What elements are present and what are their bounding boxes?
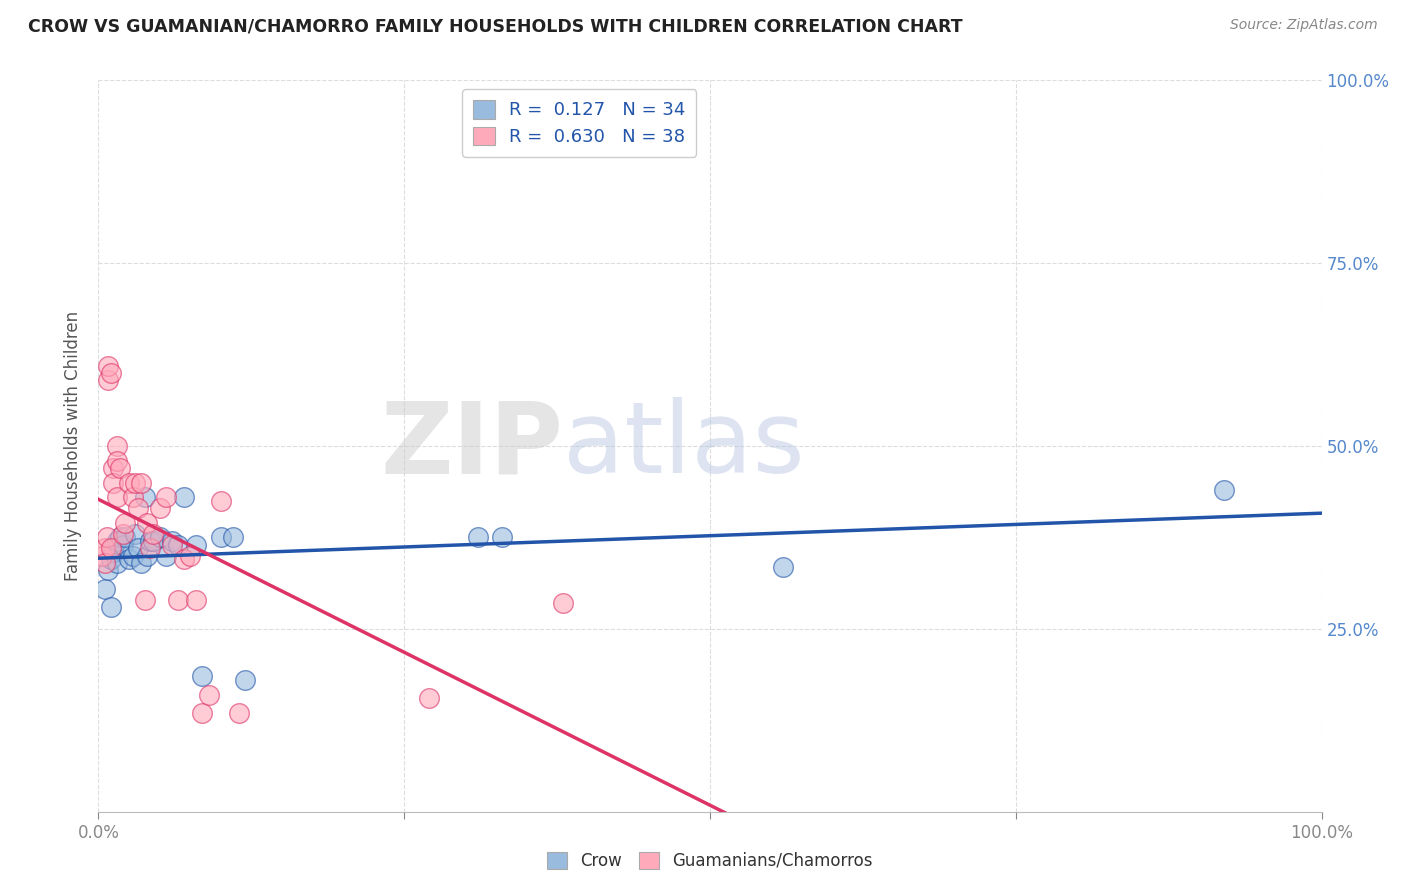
Point: [186, 592, 208, 607]
Point: [136, 516, 159, 530]
Y-axis label: Family Households with Children: Family Households with Children: [65, 311, 83, 581]
Point: [121, 490, 143, 504]
Legend: Crow, Guamanians/Chamorros: Crow, Guamanians/Chamorros: [540, 845, 880, 877]
Point: [160, 538, 183, 552]
Point: [111, 538, 134, 552]
Point: [114, 530, 136, 544]
Point: [197, 688, 219, 702]
Point: [118, 475, 141, 490]
Point: [129, 475, 152, 490]
Point: [160, 534, 183, 549]
Point: [97, 563, 120, 577]
Point: [105, 556, 128, 570]
Point: [101, 545, 124, 559]
Point: [209, 494, 232, 508]
Point: [111, 526, 134, 541]
Point: [1212, 483, 1234, 497]
Point: [228, 706, 250, 720]
Point: [142, 534, 165, 549]
Point: [136, 549, 159, 563]
Point: [110, 530, 132, 544]
Text: ZIP: ZIP: [381, 398, 564, 494]
Point: [118, 552, 141, 566]
Point: [179, 549, 201, 563]
Point: [127, 501, 149, 516]
Point: [105, 534, 128, 549]
Point: [553, 596, 575, 610]
Point: [209, 530, 232, 544]
Point: [100, 541, 122, 556]
Point: [105, 490, 128, 504]
Point: [139, 534, 162, 549]
Point: [167, 592, 190, 607]
Point: [100, 599, 122, 614]
Point: [129, 556, 152, 570]
Point: [173, 552, 195, 566]
Point: [100, 366, 122, 380]
Point: [93, 582, 115, 596]
Point: [121, 549, 143, 563]
Point: [155, 549, 177, 563]
Point: [93, 556, 115, 570]
Point: [222, 530, 245, 544]
Point: [149, 501, 172, 516]
Text: CROW VS GUAMANIAN/CHAMORRO FAMILY HOUSEHOLDS WITH CHILDREN CORRELATION CHART: CROW VS GUAMANIAN/CHAMORRO FAMILY HOUSEH…: [28, 18, 963, 36]
Point: [418, 691, 440, 706]
Point: [105, 453, 128, 467]
Point: [149, 530, 172, 544]
Point: [127, 541, 149, 556]
Point: [186, 538, 208, 552]
Point: [173, 490, 195, 504]
Point: [110, 461, 132, 475]
Point: [491, 530, 513, 544]
Point: [233, 673, 256, 687]
Point: [101, 475, 124, 490]
Point: [105, 439, 128, 453]
Point: [100, 552, 122, 566]
Point: [124, 526, 146, 541]
Point: [96, 530, 118, 544]
Point: [134, 592, 156, 607]
Point: [101, 541, 124, 556]
Point: [134, 490, 156, 504]
Point: [167, 538, 190, 552]
Point: [772, 559, 794, 574]
Point: [142, 526, 165, 541]
Point: [191, 669, 214, 683]
Point: [191, 706, 214, 720]
Point: [139, 541, 162, 556]
Point: [155, 490, 177, 504]
Point: [97, 359, 120, 373]
Point: [467, 530, 489, 544]
Point: [114, 516, 136, 530]
Point: [101, 461, 124, 475]
Text: atlas: atlas: [564, 398, 804, 494]
Text: Source: ZipAtlas.com: Source: ZipAtlas.com: [1230, 18, 1378, 32]
Point: [93, 541, 115, 556]
Point: [124, 475, 146, 490]
Point: [91, 549, 114, 563]
Point: [97, 373, 120, 387]
